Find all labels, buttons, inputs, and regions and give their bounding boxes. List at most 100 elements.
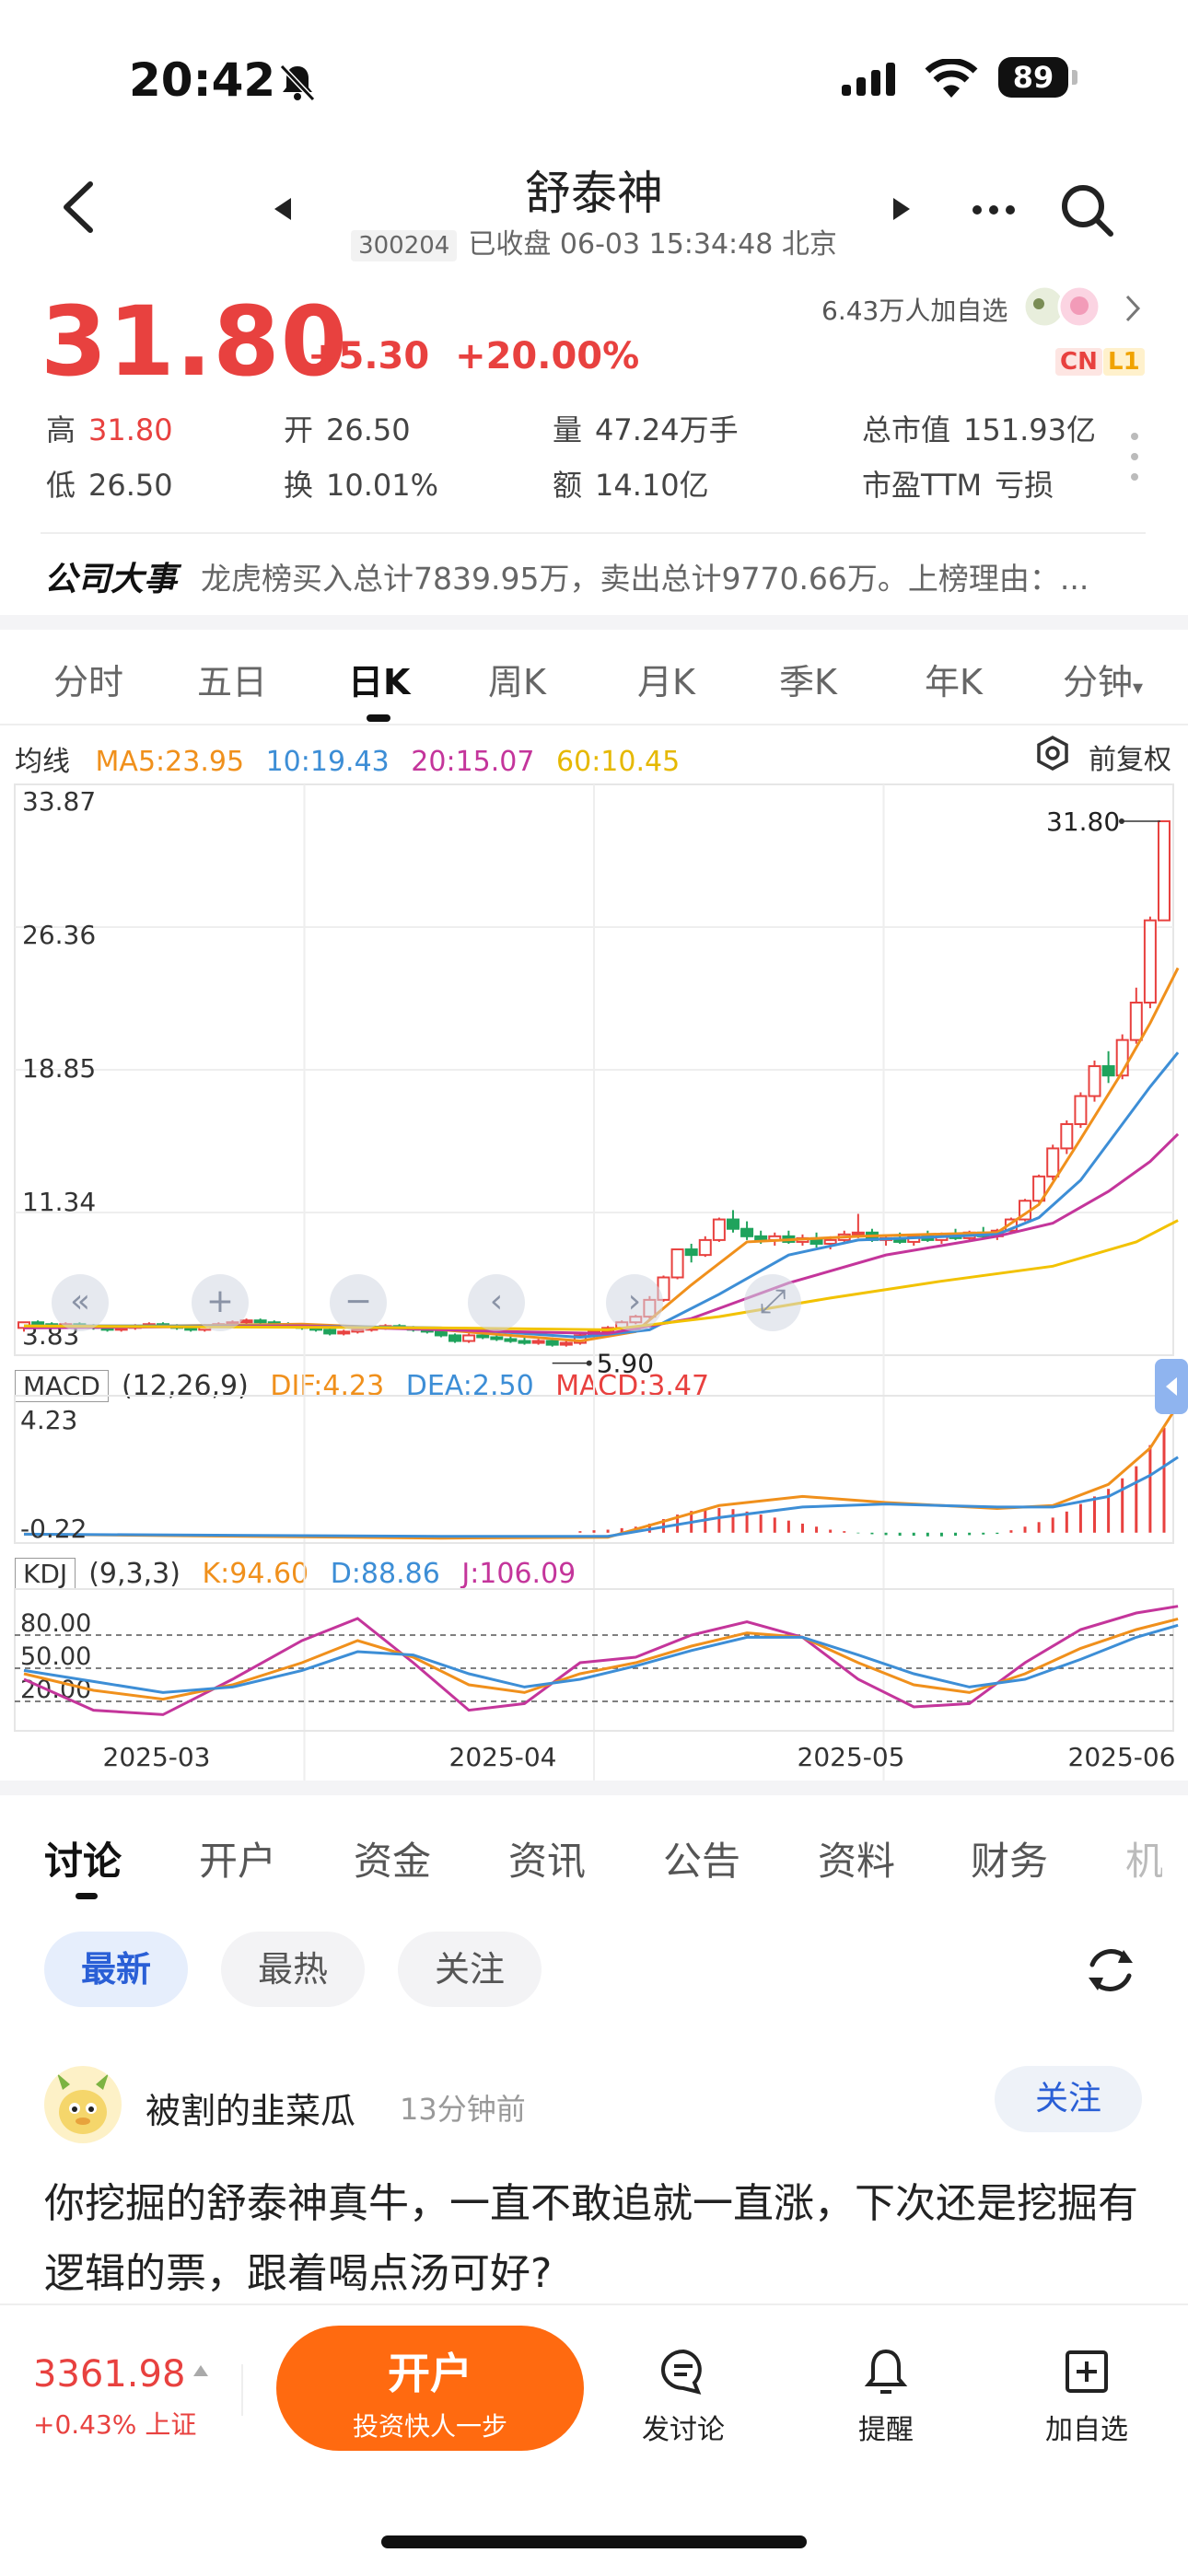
fullscreen-icon[interactable]: ⤢ bbox=[744, 1274, 801, 1331]
search-icon[interactable] bbox=[1057, 180, 1116, 239]
candle-body bbox=[462, 1334, 476, 1342]
candle-body bbox=[323, 1329, 337, 1335]
status-time: 20:42 bbox=[129, 53, 276, 107]
stat-amount: 额 14.10亿 bbox=[553, 468, 709, 503]
scroll-start-icon[interactable]: « bbox=[52, 1274, 109, 1331]
candle-body bbox=[156, 1323, 169, 1328]
divider bbox=[241, 2364, 243, 2416]
macd-legend[interactable]: MACD (12,26,9) DIF:4.23 DEA:2.50 MACD:3.4… bbox=[15, 1370, 709, 1402]
candle-body bbox=[253, 1319, 267, 1324]
candle-body bbox=[726, 1218, 740, 1230]
candle-body bbox=[295, 1325, 309, 1329]
candle-body bbox=[142, 1323, 156, 1328]
index-value[interactable]: 3361.98 bbox=[33, 2353, 186, 2396]
follow-button[interactable]: 关注 bbox=[995, 2066, 1142, 2132]
tab-minute[interactable]: 分钟▾ bbox=[1063, 662, 1144, 702]
more-stats-icon[interactable] bbox=[1131, 433, 1138, 493]
tab-five-day[interactable]: 五日 bbox=[197, 662, 268, 702]
zoom-in-icon[interactable]: + bbox=[192, 1274, 249, 1331]
tab-monthly-k[interactable]: 月K bbox=[637, 662, 695, 702]
alert-button[interactable]: 提醒 bbox=[821, 2346, 950, 2447]
tab-intraday[interactable]: 分时 bbox=[53, 662, 124, 702]
candle-body bbox=[1046, 1147, 1060, 1178]
change-amount: +5.30 bbox=[308, 335, 430, 377]
tab-open-account[interactable]: 开户 bbox=[199, 1839, 277, 1884]
more-icon[interactable] bbox=[973, 201, 1022, 218]
tag-l1: L1 bbox=[1103, 348, 1145, 376]
scroll-left-icon[interactable]: ‹ bbox=[468, 1274, 525, 1331]
candle-body bbox=[1158, 820, 1171, 922]
candle-body bbox=[559, 1341, 573, 1346]
ma-legend[interactable]: 均线 MA5:23.95 10:19.43 20:15.07 60:10.45 bbox=[15, 746, 681, 778]
index-change: +0.43% 上证 bbox=[33, 2409, 197, 2440]
tab-daily-k[interactable]: 日K bbox=[348, 662, 411, 702]
candle-body bbox=[976, 1231, 990, 1237]
tab-profile[interactable]: 资料 bbox=[818, 1839, 896, 1884]
market-status: 已收盘 06-03 15:34:48 北京 bbox=[468, 228, 837, 261]
candle-body bbox=[935, 1233, 949, 1241]
candle-body bbox=[588, 1330, 600, 1337]
candle-body bbox=[170, 1325, 184, 1329]
add-square-icon bbox=[1066, 2350, 1108, 2393]
tab-news[interactable]: 资讯 bbox=[508, 1839, 587, 1884]
candle-body bbox=[684, 1248, 698, 1257]
followers-count[interactable]: 6.43万人加自选 bbox=[821, 296, 1008, 326]
last-price: 31.80 bbox=[41, 285, 348, 398]
post-username[interactable]: 被割的韭菜瓜 bbox=[146, 2091, 356, 2131]
section-divider bbox=[0, 1781, 1188, 1795]
zoom-out-icon[interactable]: − bbox=[330, 1274, 387, 1331]
news-text[interactable]: 龙虎榜买入总计7839.95万，卖出总计9770.66万。上榜理由：... bbox=[201, 561, 1089, 597]
tab-announcements[interactable]: 公告 bbox=[663, 1839, 741, 1884]
adjust-mode[interactable]: 前复权 bbox=[1089, 744, 1171, 776]
candle-body bbox=[1060, 1122, 1074, 1150]
add-watchlist-button[interactable]: 加自选 bbox=[1022, 2346, 1151, 2447]
section-divider bbox=[0, 615, 1188, 630]
tab-weekly-k[interactable]: 周K bbox=[488, 662, 546, 702]
candle-body bbox=[1101, 1065, 1115, 1077]
candle-body bbox=[1074, 1095, 1088, 1125]
prev-stock-icon[interactable] bbox=[271, 195, 295, 223]
filter-latest[interactable]: 最新 bbox=[44, 1932, 188, 2007]
stat-market-cap: 总市值 151.93亿 bbox=[862, 412, 1096, 447]
dif-line bbox=[23, 1404, 1180, 1540]
stat-low: 低 26.50 bbox=[46, 468, 173, 503]
avatar[interactable] bbox=[44, 2066, 122, 2143]
y-tick-label: 18.85 bbox=[22, 1053, 96, 1084]
candle-body bbox=[531, 1340, 545, 1344]
stat-pe-ttm: 市盈TTM 亏损 bbox=[862, 468, 1054, 503]
page-title: 舒泰神 bbox=[525, 167, 663, 220]
tab-more[interactable]: 机 bbox=[1125, 1839, 1162, 1884]
divider bbox=[0, 724, 1188, 725]
filter-hot[interactable]: 最热 bbox=[221, 1932, 365, 2007]
back-icon[interactable] bbox=[53, 175, 109, 239]
settings-hex-icon[interactable] bbox=[1035, 735, 1070, 772]
post-text[interactable]: 你挖掘的舒泰神真牛，一直不敢追就一直涨，下次还是挖掘有逻辑的票，跟着喝点汤可好? bbox=[44, 2180, 1138, 2297]
scroll-right-icon[interactable]: › bbox=[606, 1274, 663, 1331]
candle-body bbox=[1143, 919, 1157, 1004]
next-stock-icon[interactable] bbox=[890, 195, 914, 223]
tab-yearly-k[interactable]: 年K bbox=[925, 662, 983, 702]
tab-funds[interactable]: 资金 bbox=[354, 1839, 432, 1884]
tab-quarterly-k[interactable]: 季K bbox=[779, 662, 837, 702]
refresh-icon[interactable] bbox=[1081, 1941, 1140, 2000]
side-panel-toggle-icon[interactable] bbox=[1155, 1359, 1188, 1414]
open-account-button[interactable]: 开户 投资快人一步 bbox=[276, 2326, 584, 2451]
follower-avatars-icon bbox=[1022, 284, 1101, 329]
candle-body bbox=[893, 1236, 907, 1243]
chevron-right-icon[interactable] bbox=[1124, 293, 1142, 324]
candle-body bbox=[114, 1327, 128, 1331]
kdj-legend[interactable]: KDJ (9,3,3) K:94.60 D:88.86 J:106.09 bbox=[15, 1558, 576, 1590]
filter-following[interactable]: 关注 bbox=[398, 1932, 542, 2007]
candle-body bbox=[851, 1231, 865, 1236]
stat-turnover: 换 10.01% bbox=[284, 468, 439, 503]
low-price-dot bbox=[586, 1360, 592, 1366]
ma20-value: 20:15.07 bbox=[411, 746, 535, 778]
tab-discussion[interactable]: 讨论 bbox=[44, 1839, 122, 1884]
candle-body bbox=[837, 1233, 851, 1241]
candle-body bbox=[907, 1235, 921, 1243]
candle-body bbox=[740, 1227, 754, 1237]
latest-price-dot bbox=[1119, 818, 1124, 825]
post-discussion-button[interactable]: 发讨论 bbox=[619, 2346, 748, 2447]
tab-finance[interactable]: 财务 bbox=[971, 1839, 1049, 1884]
candle-body bbox=[879, 1236, 893, 1241]
